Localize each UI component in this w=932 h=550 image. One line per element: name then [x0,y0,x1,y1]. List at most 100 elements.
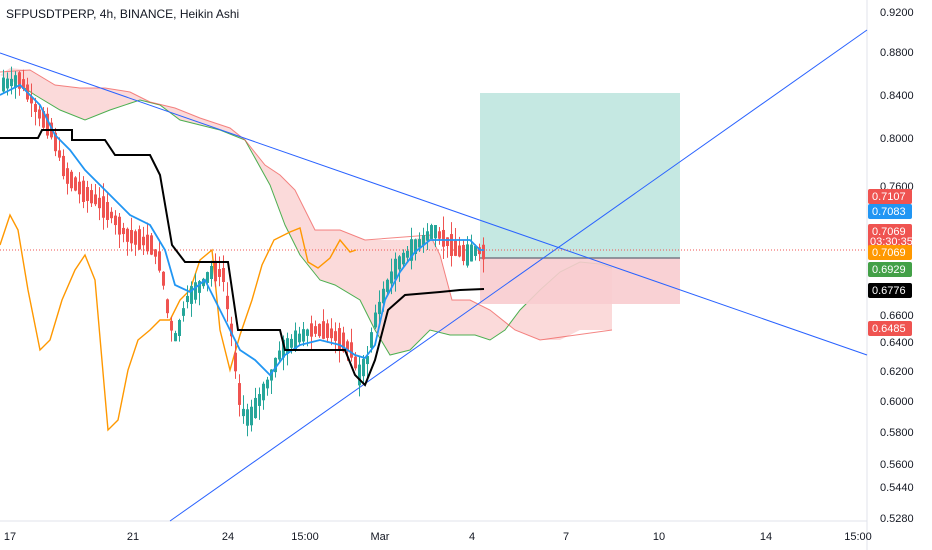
candle-body [258,394,261,406]
price-tick-label: 0.8800 [880,47,914,59]
candle-body [118,216,121,235]
candle-body [262,383,265,401]
candle-body [58,150,61,158]
candle-body [310,323,313,337]
candle-body [414,239,417,254]
price-tag-value: 0.6485 [872,323,906,335]
candle-body [334,331,337,341]
candle-body [454,240,457,256]
price-tick-label: 0.6400 [880,337,914,349]
candle-body [198,281,201,293]
candle-body [270,369,273,381]
candle-body [150,235,153,255]
candle-body [102,196,105,218]
candle-body [450,234,453,256]
price-tick-label: 0.6000 [880,396,914,408]
candle-body [54,132,57,152]
candle-body [138,229,141,250]
descending-trendline[interactable] [0,52,868,356]
candle-body [110,211,113,219]
candle-body [386,279,389,292]
candle-body [106,202,109,220]
candle-body [222,268,225,282]
candle-body [294,330,297,351]
candle-body [158,251,161,271]
price-tag-value: 0.7083 [872,206,906,218]
candle-body [394,258,397,280]
candle-body [202,278,205,287]
candle-body [378,301,381,315]
candle-body [266,379,269,389]
price-tag [868,189,912,204]
candle-body [374,312,377,328]
long-position-profit-zone[interactable] [480,93,680,258]
candle-body [166,299,169,314]
candle-body [466,244,469,266]
candle-body [246,409,249,426]
candle-body [434,224,437,239]
candle-body [430,225,433,239]
price-axis[interactable]: 0.92000.88000.84000.80000.76000.66000.64… [880,7,914,525]
time-tick-label: Mar [371,531,390,543]
candle-body [46,113,49,136]
candle-body [194,282,197,300]
candle-body [278,350,281,360]
candle-body [338,328,341,350]
kijun-sen [0,129,485,387]
candle-body [402,252,405,265]
candle-body [330,328,333,339]
candle-body [146,234,149,252]
candle-body [322,321,325,339]
candle-body [250,406,253,426]
price-tag [868,204,912,219]
candle-body [398,256,401,270]
price-tick-label: 0.8000 [880,133,914,145]
candle-body [318,323,321,337]
candle-body [422,235,425,245]
candle-body [274,357,277,373]
candle-body [90,190,93,204]
candle-body [162,271,165,286]
candle-body [458,245,461,257]
candle-body [470,244,473,262]
candle-body [38,109,41,119]
price-tag [868,321,912,336]
candle-body [346,341,349,351]
senkou-span-b [0,84,613,356]
candle-body [154,249,157,257]
ascending-trendline[interactable] [169,29,868,522]
price-tag [868,283,912,298]
candle-body [382,288,385,304]
candle-body [18,72,21,89]
candle-body [390,271,393,284]
ichimoku-cloud [0,68,612,355]
time-axis[interactable]: 17 21 24 15:00 Mar 4 7 10 14 15:00 [4,531,872,543]
price-tag [868,224,912,248]
time-tick-label: 21 [127,531,139,543]
candle-body [14,75,17,88]
candle-body [254,397,257,419]
candle-body [218,269,221,277]
time-tick-label: 4 [469,531,475,543]
candle-body [214,260,217,282]
candle-body [114,215,117,226]
long-position-loss-zone[interactable] [480,258,680,304]
senkou-span-a [0,69,613,341]
candle-body [70,171,73,189]
candle-body [302,329,305,342]
candle-body [234,352,237,372]
candle-body [182,308,185,316]
candle-body [126,228,129,242]
candle-body [66,168,69,184]
price-tag [868,245,912,260]
candle-body [230,323,233,337]
candle-body [290,338,293,348]
lagging-span [0,213,357,432]
candle-body [34,104,37,112]
candle-body [42,110,45,128]
price-tick-label: 0.5600 [880,459,914,471]
candle-body [410,239,413,261]
candle-body [306,329,309,336]
candle-body [426,231,429,241]
